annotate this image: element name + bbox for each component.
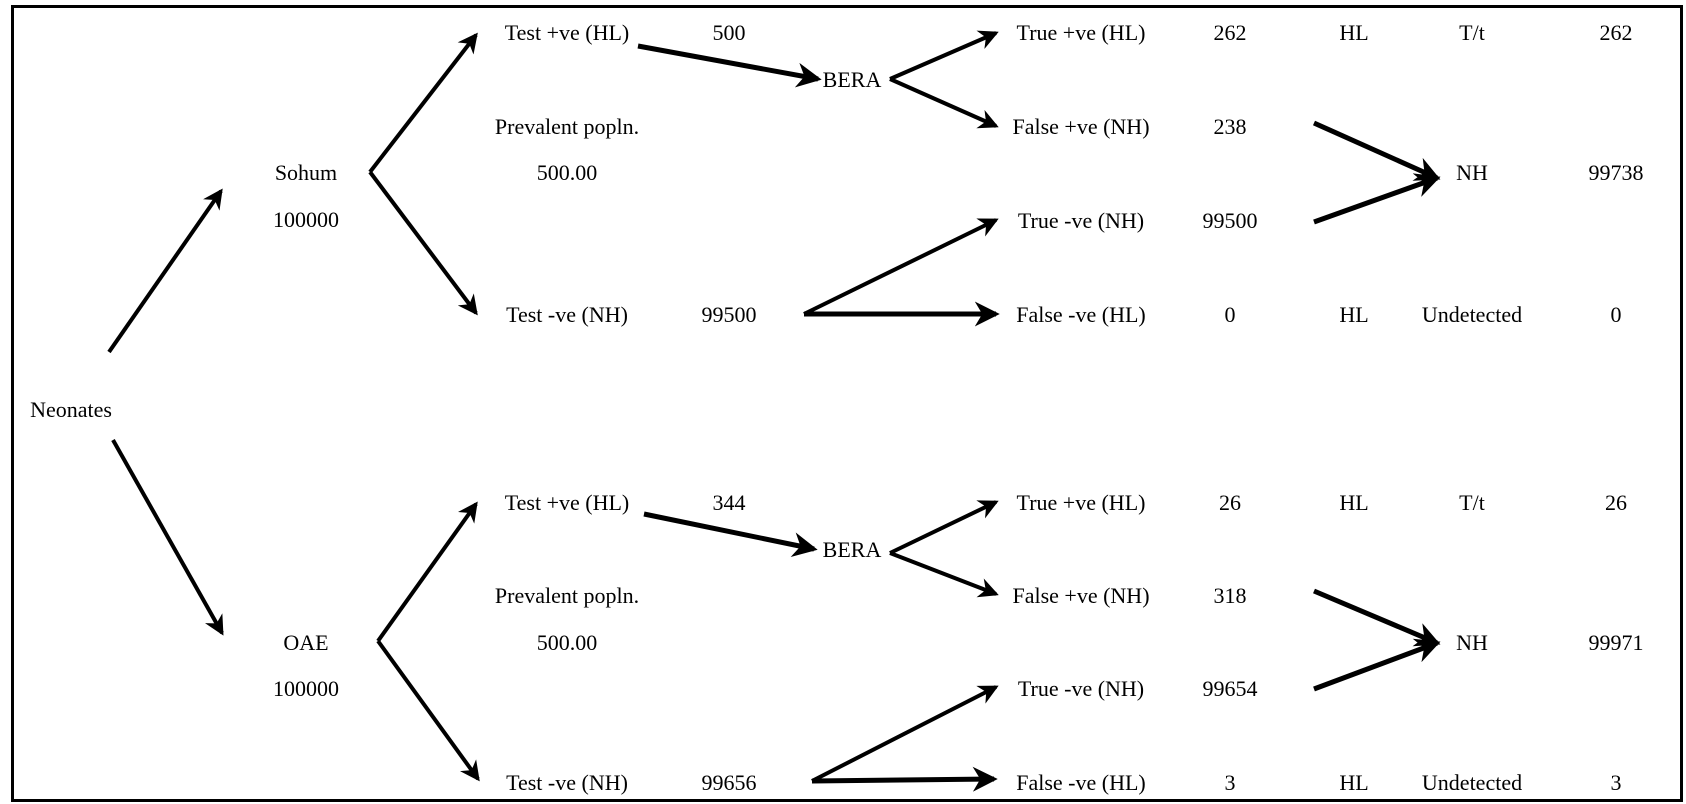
- arrow-oae-to-test-neg: [376, 639, 480, 782]
- test-negative-value: 99500: [701, 302, 757, 327]
- arrow-bera-to-false-pos: [889, 77, 999, 129]
- false-negative-value: 3: [1224, 770, 1236, 795]
- nh-node: NH: [1456, 630, 1488, 655]
- true-positive-action: T/t: [1459, 20, 1485, 45]
- diagram-frame: [11, 5, 1683, 802]
- prevalent-value: 500.00: [536, 160, 598, 185]
- false-negative-value: 0: [1224, 302, 1236, 327]
- arrow-bera-to-true-pos: [889, 30, 999, 81]
- arrow-test-neg-to-true-neg: [803, 218, 999, 316]
- method-name: Sohum: [274, 160, 338, 185]
- arrow-sohum-to-test-neg: [368, 170, 478, 316]
- arrow-true-neg-to-nh: [1313, 173, 1441, 225]
- method-population: 100000: [273, 676, 339, 701]
- arrow-test-pos-to-bera: [637, 43, 822, 88]
- test-positive-value: 344: [712, 490, 746, 515]
- true-positive-status: HL: [1339, 20, 1369, 45]
- arrow-neonates-to-oae: [111, 439, 224, 636]
- nh-total: 99971: [1588, 630, 1644, 655]
- false-positive-value: 238: [1213, 114, 1247, 139]
- false-negative-label: False -ve (HL): [1016, 302, 1146, 327]
- nh-total: 99738: [1588, 160, 1644, 185]
- false-negative-action: Undetected: [1421, 302, 1523, 327]
- false-negative-status: HL: [1339, 302, 1369, 327]
- true-negative-value: 99500: [1202, 208, 1258, 233]
- false-positive-label: False +ve (NH): [1012, 114, 1150, 139]
- prevalent-label: Prevalent popln.: [494, 583, 640, 608]
- prevalent-value: 500.00: [536, 630, 598, 655]
- true-negative-label: True -ve (NH): [1017, 676, 1145, 701]
- true-positive-total: 26: [1605, 490, 1627, 515]
- true-negative-label: True -ve (NH): [1017, 208, 1145, 233]
- true-positive-label: True +ve (HL): [1016, 20, 1146, 45]
- arrow-true-neg-to-nh-2: [1313, 638, 1441, 692]
- prevalent-label: Prevalent popln.: [494, 114, 640, 139]
- false-negative-total: 3: [1610, 770, 1622, 795]
- test-positive-label: Test +ve (HL): [504, 490, 630, 515]
- arrow-bera-to-true-pos-2: [889, 500, 999, 555]
- false-negative-label: False -ve (HL): [1016, 770, 1146, 795]
- root-neonates: Neonates: [30, 397, 112, 422]
- true-positive-value: 262: [1213, 20, 1247, 45]
- test-positive-value: 500: [712, 20, 746, 45]
- test-positive-label: Test +ve (HL): [504, 20, 630, 45]
- arrow-sohum-to-test-pos: [368, 32, 478, 174]
- arrow-bera-to-false-pos-2: [889, 551, 999, 598]
- arrow-oae-to-test-pos: [376, 501, 478, 643]
- test-negative-label: Test -ve (NH): [506, 302, 628, 327]
- arrow-false-pos-to-nh: [1312, 120, 1441, 181]
- arrow-test-pos-to-bera-2: [643, 511, 818, 557]
- method-name: OAE: [283, 630, 329, 655]
- method-population: 100000: [273, 207, 339, 232]
- arrow-test-neg-to-false-neg-2: [811, 766, 998, 792]
- false-negative-status: HL: [1339, 770, 1369, 795]
- test-negative-label: Test -ve (NH): [506, 770, 628, 795]
- true-positive-label: True +ve (HL): [1016, 490, 1146, 515]
- false-negative-action: Undetected: [1421, 770, 1523, 795]
- arrow-false-pos-to-nh-2: [1313, 588, 1441, 647]
- false-positive-value: 318: [1213, 583, 1247, 608]
- true-positive-status: HL: [1339, 490, 1369, 515]
- test-negative-value: 99656: [701, 770, 757, 795]
- false-positive-label: False +ve (NH): [1012, 583, 1150, 608]
- true-negative-value: 99654: [1202, 676, 1258, 701]
- nh-node: NH: [1456, 160, 1488, 185]
- bera-node: BERA: [822, 67, 882, 92]
- true-positive-value: 26: [1219, 490, 1241, 515]
- false-negative-total: 0: [1610, 302, 1622, 327]
- true-positive-action: T/t: [1459, 490, 1485, 515]
- bera-node: BERA: [822, 537, 882, 562]
- arrow-test-neg-to-true-neg-2: [811, 685, 999, 783]
- true-positive-total: 262: [1599, 20, 1633, 45]
- arrow-neonates-to-sohum: [107, 188, 223, 354]
